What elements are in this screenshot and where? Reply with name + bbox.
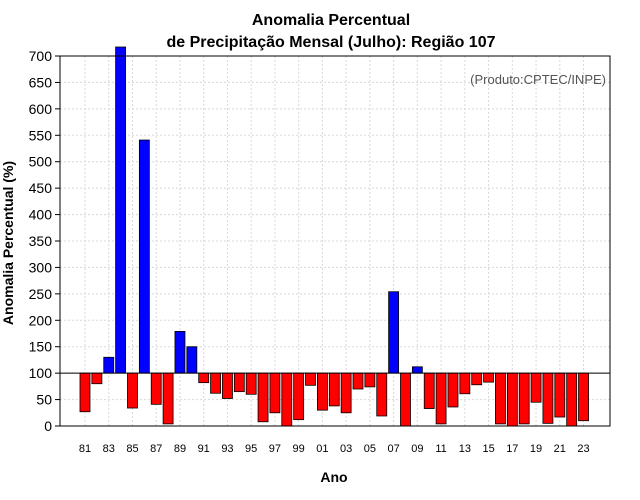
bar-2008 — [400, 372, 411, 427]
bar-2001 — [316, 372, 328, 411]
y-tick-label: 450 — [29, 180, 53, 196]
x-tick-label: 19 — [530, 443, 542, 455]
bar-1986 — [138, 139, 150, 374]
bar-1991 — [198, 372, 210, 384]
y-axis-title: Anomalia Percentual (%) — [0, 161, 16, 325]
chart-title-line2: de Precipitação Mensal (Julho): Região 1… — [167, 34, 496, 51]
y-tick-label: 50 — [36, 392, 52, 408]
bar-1997 — [269, 372, 281, 414]
bar-1990 — [186, 346, 198, 374]
x-tick-label: 03 — [340, 443, 352, 455]
bar-1992 — [210, 372, 221, 394]
y-tick-label: 300 — [29, 259, 53, 275]
bar-1988 — [162, 372, 174, 425]
bar-2016 — [495, 372, 506, 425]
bar-1981 — [79, 372, 91, 413]
x-tick-label: 23 — [577, 443, 589, 455]
bar-2017 — [506, 372, 518, 427]
bar-1982 — [91, 372, 103, 385]
bar-2003 — [340, 372, 352, 414]
bar-2007 — [388, 291, 400, 374]
y-axis: 0 50 100 150 200 250 300 350 400 450 500 550 600 650 7… — [29, 48, 60, 434]
y-tick-label: 200 — [29, 312, 53, 328]
x-tick-label: 15 — [482, 443, 494, 455]
bar-2020 — [542, 372, 554, 424]
bar-2022 — [566, 372, 578, 427]
chart-title-line1: Anomalia Percentual — [252, 12, 410, 29]
x-tick-label: 05 — [364, 443, 376, 455]
x-tick-label: 13 — [459, 443, 471, 455]
y-tick-label: 350 — [29, 233, 53, 249]
bar-1989 — [174, 330, 186, 374]
bar-2013 — [459, 372, 471, 395]
bar-2002 — [328, 372, 340, 407]
x-tick-label: 85 — [126, 443, 138, 455]
bar-1998 — [281, 372, 293, 427]
bar-2005 — [364, 372, 376, 388]
bar-1983 — [103, 356, 115, 374]
x-tick-label: 83 — [103, 443, 115, 455]
bar-1996 — [257, 372, 269, 423]
bar-2010 — [423, 372, 435, 409]
bar-1985 — [127, 372, 138, 409]
x-tick-label: 95 — [245, 443, 257, 455]
bar-2011 — [435, 372, 447, 425]
y-tick-label: 400 — [29, 207, 53, 223]
x-tick-label: 21 — [554, 443, 566, 455]
y-tick-label: 600 — [29, 101, 53, 117]
x-tick-label: 17 — [506, 443, 518, 455]
bar-2012 — [447, 372, 459, 408]
y-tick-label: 550 — [29, 127, 53, 143]
y-tick-label: 650 — [29, 74, 53, 90]
bar-2009 — [411, 366, 423, 374]
y-tick-label: 150 — [29, 339, 53, 355]
bar-2006 — [376, 372, 388, 417]
bar-2015 — [483, 372, 494, 383]
x-tick-label: 99 — [293, 443, 305, 455]
x-tick-label: 87 — [150, 443, 162, 455]
x-tick-label: 81 — [79, 443, 91, 455]
bar-2000 — [305, 372, 316, 386]
x-tick-label: 93 — [221, 443, 233, 455]
bar-2014 — [471, 372, 483, 386]
bar-1987 — [150, 372, 162, 405]
bar-1999 — [293, 372, 305, 421]
x-tick-label: 11 — [435, 443, 446, 455]
bar-1994 — [233, 372, 245, 393]
y-tick-label: 500 — [29, 154, 53, 170]
bar-2021 — [554, 372, 566, 418]
x-tick-label: 01 — [316, 443, 328, 455]
x-tick-label: 09 — [411, 443, 423, 455]
bar-2019 — [530, 372, 542, 403]
bar-2023 — [578, 372, 589, 422]
y-tick-label: 100 — [29, 365, 53, 381]
x-tick-label: 07 — [387, 443, 399, 455]
x-axis: 81 83 85 87 89 91 93 95 97 99 01 03 05 07 09 11 13 15 17 19… — [79, 443, 590, 455]
y-tick-label: 700 — [29, 48, 53, 64]
bar-2018 — [518, 372, 530, 425]
y-tick-label: 250 — [29, 286, 53, 302]
x-tick-label: 91 — [198, 443, 210, 455]
bar-1984 — [115, 46, 127, 374]
x-tick-label: 97 — [269, 443, 281, 455]
x-tick-label: 89 — [174, 443, 186, 455]
y-tick-label: 0 — [44, 418, 52, 434]
bars — [79, 46, 589, 427]
bar-1993 — [222, 372, 233, 399]
credit-label: (Produto:CPTEC/INPE) — [470, 72, 606, 87]
bar-1995 — [245, 372, 257, 395]
bar-2004 — [352, 372, 364, 390]
x-axis-title: Ano — [320, 469, 347, 485]
